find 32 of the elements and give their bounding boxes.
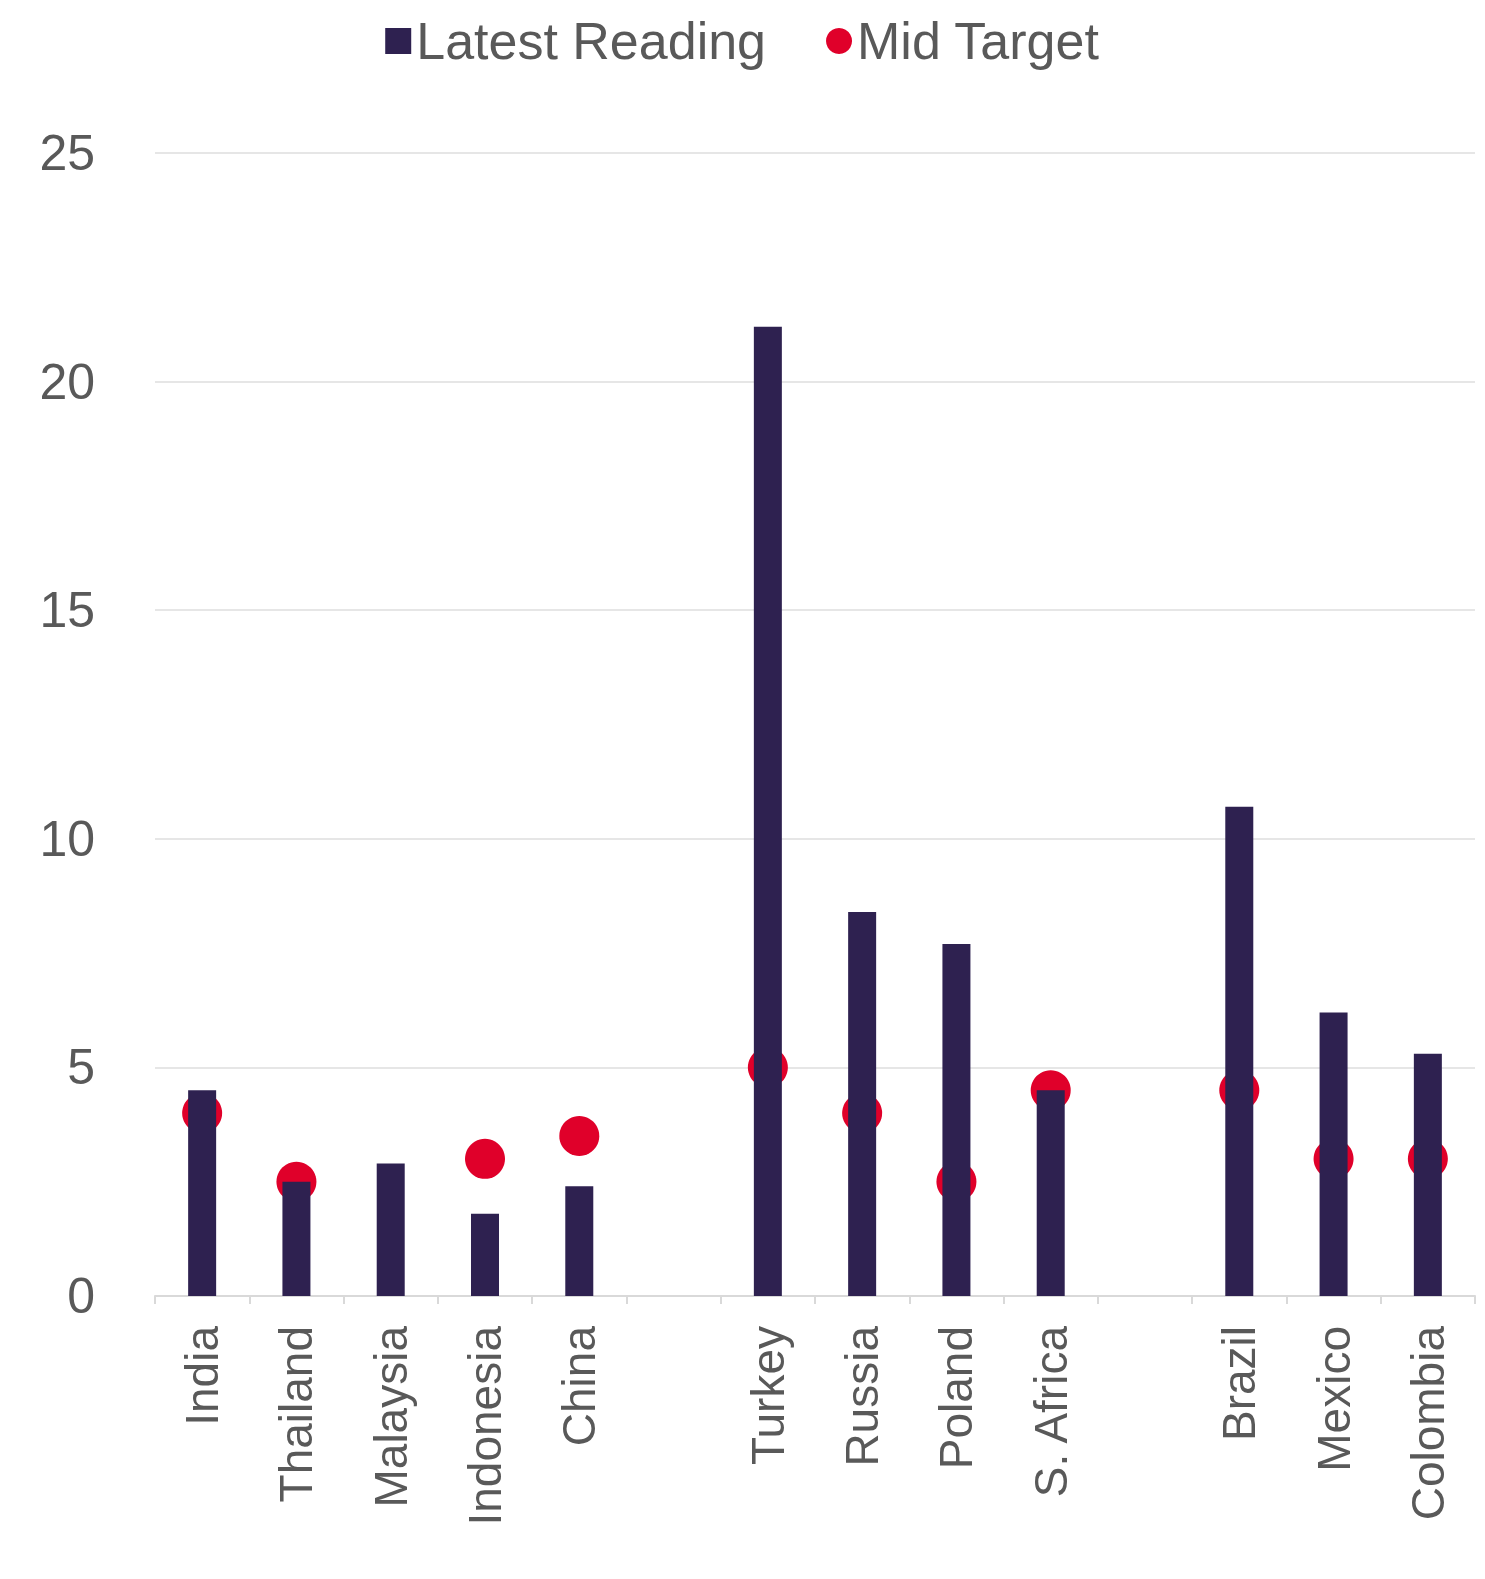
y-tick-label: 0: [67, 1268, 95, 1324]
x-tick-label: Malaysia: [364, 1325, 417, 1508]
x-tick-label: Indonesia: [459, 1325, 511, 1526]
y-tick-label: 15: [39, 582, 95, 639]
legend-label: Latest Reading: [416, 12, 767, 70]
y-tick-label: 20: [39, 353, 95, 410]
bar: [376, 1163, 405, 1296]
x-tick-label: Brazil: [1213, 1326, 1266, 1442]
bar: [942, 943, 971, 1296]
bar: [1036, 1090, 1065, 1296]
x-tick-label: China: [553, 1325, 606, 1447]
x-tick-label: Colombia: [1401, 1325, 1454, 1521]
bar: [471, 1213, 499, 1296]
bar: [1225, 806, 1254, 1296]
bar: [565, 1186, 594, 1296]
bar: [753, 326, 782, 1296]
y-tick-label: 10: [39, 810, 95, 867]
y-tick-label: 5: [67, 1039, 95, 1096]
bar: [282, 1181, 311, 1296]
x-tick-label: S. Africa: [1024, 1325, 1077, 1498]
x-tick-label: Poland: [930, 1326, 983, 1470]
x-tick-label: Russia: [836, 1325, 889, 1467]
x-tick-label: Thailand: [270, 1326, 323, 1503]
bar: [848, 911, 877, 1296]
legend-label: Mid Target: [857, 12, 1100, 70]
x-tick-label: Mexico: [1307, 1326, 1360, 1472]
bar: [1413, 1053, 1442, 1296]
x-tick-label: Turkey: [741, 1326, 794, 1465]
bar: [188, 1090, 217, 1296]
y-tick-label: 25: [39, 125, 95, 181]
x-tick-label: India: [176, 1325, 229, 1426]
bar: [1319, 1012, 1348, 1296]
